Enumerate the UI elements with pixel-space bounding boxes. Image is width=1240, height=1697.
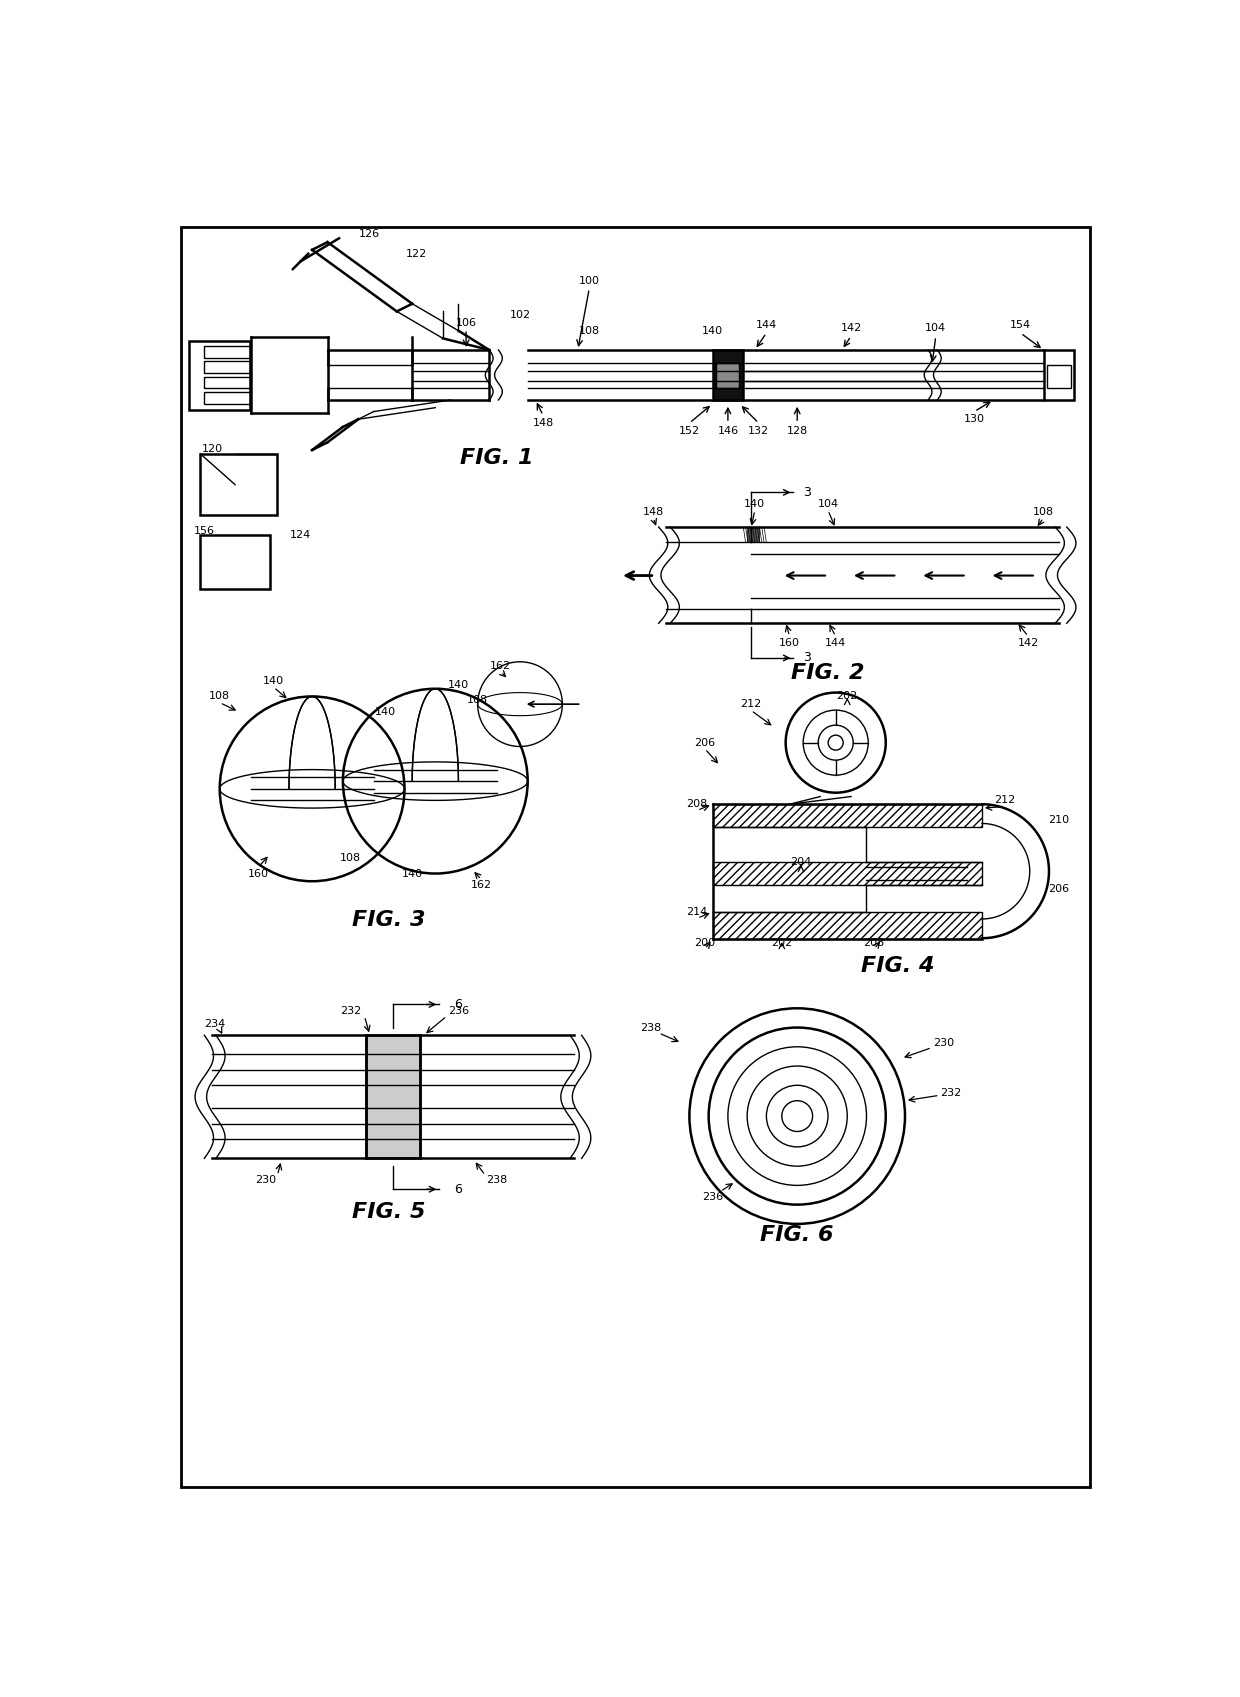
- Bar: [713, 862, 982, 886]
- Text: 154: 154: [1009, 321, 1032, 331]
- Text: 3: 3: [804, 485, 811, 499]
- Text: 160: 160: [248, 869, 269, 879]
- Text: 148: 148: [642, 507, 663, 516]
- Text: 212: 212: [740, 699, 761, 709]
- Text: 132: 132: [748, 426, 769, 436]
- Text: FIG. 5: FIG. 5: [352, 1203, 425, 1222]
- Text: 120: 120: [201, 443, 222, 453]
- Text: FIG. 1: FIG. 1: [460, 448, 533, 468]
- Bar: [205, 392, 250, 404]
- Text: 234: 234: [205, 1018, 226, 1028]
- Bar: [1048, 365, 1070, 389]
- Bar: [1044, 350, 1074, 400]
- Bar: [201, 453, 278, 516]
- Bar: [201, 535, 270, 589]
- Text: 140: 140: [744, 499, 765, 509]
- Text: 144: 144: [755, 321, 777, 331]
- Text: 214: 214: [687, 906, 708, 916]
- Text: 104: 104: [817, 499, 838, 509]
- Text: 108: 108: [210, 691, 231, 701]
- Text: 142: 142: [1018, 638, 1039, 648]
- Text: 108: 108: [467, 696, 489, 706]
- Text: 142: 142: [841, 324, 862, 333]
- Text: 122: 122: [405, 249, 427, 258]
- Text: 140: 140: [374, 708, 396, 716]
- Text: 124: 124: [290, 529, 311, 540]
- Text: 162: 162: [490, 660, 511, 670]
- Text: 102: 102: [510, 311, 531, 321]
- Bar: [366, 1035, 420, 1159]
- Text: 140: 140: [402, 869, 423, 879]
- Text: 200: 200: [694, 938, 715, 949]
- Text: 106: 106: [455, 317, 476, 328]
- Text: 140: 140: [448, 680, 469, 691]
- Text: 206: 206: [1049, 884, 1070, 894]
- Bar: [205, 377, 250, 389]
- Text: 108: 108: [579, 326, 600, 336]
- Bar: [717, 363, 739, 389]
- Text: FIG. 2: FIG. 2: [791, 664, 864, 684]
- Bar: [713, 350, 743, 400]
- Text: 160: 160: [779, 638, 800, 648]
- Text: 204: 204: [790, 857, 812, 867]
- Text: 6: 6: [455, 1183, 463, 1196]
- Text: 208: 208: [687, 799, 708, 809]
- Bar: [713, 804, 982, 828]
- Text: 238: 238: [640, 1023, 661, 1032]
- Text: 146: 146: [717, 426, 739, 436]
- Text: 108: 108: [340, 854, 361, 864]
- Text: 100: 100: [579, 275, 600, 285]
- Text: FIG. 6: FIG. 6: [760, 1225, 835, 1246]
- Text: 148: 148: [532, 417, 554, 428]
- Text: 162: 162: [471, 881, 492, 891]
- Text: 236: 236: [448, 1006, 469, 1015]
- Text: 206: 206: [694, 738, 715, 748]
- Bar: [188, 341, 250, 411]
- Text: 3: 3: [804, 652, 811, 665]
- Text: 230: 230: [255, 1174, 277, 1185]
- Text: 236: 236: [702, 1191, 723, 1201]
- Text: 6: 6: [455, 998, 463, 1011]
- Text: 126: 126: [360, 229, 381, 239]
- Text: 232: 232: [941, 1088, 962, 1098]
- Text: FIG. 4: FIG. 4: [861, 955, 934, 976]
- Text: 202: 202: [771, 938, 792, 949]
- Text: 144: 144: [825, 638, 847, 648]
- Text: 230: 230: [932, 1039, 954, 1049]
- Bar: [205, 346, 250, 358]
- Text: 208: 208: [863, 938, 885, 949]
- Text: 128: 128: [786, 426, 807, 436]
- Text: 108: 108: [1033, 507, 1054, 516]
- Text: 140: 140: [702, 326, 723, 336]
- Text: 202: 202: [837, 691, 858, 701]
- Bar: [713, 911, 982, 938]
- Text: 130: 130: [963, 414, 985, 424]
- Text: 212: 212: [994, 796, 1016, 806]
- Text: 104: 104: [925, 324, 946, 333]
- Text: 238: 238: [486, 1174, 507, 1185]
- Bar: [205, 361, 250, 373]
- Text: 156: 156: [193, 526, 215, 536]
- Text: 152: 152: [678, 426, 699, 436]
- Text: FIG. 3: FIG. 3: [352, 910, 425, 930]
- Bar: [748, 528, 759, 541]
- Text: 232: 232: [340, 1006, 361, 1015]
- Text: 140: 140: [263, 675, 284, 686]
- Text: 210: 210: [1049, 815, 1070, 825]
